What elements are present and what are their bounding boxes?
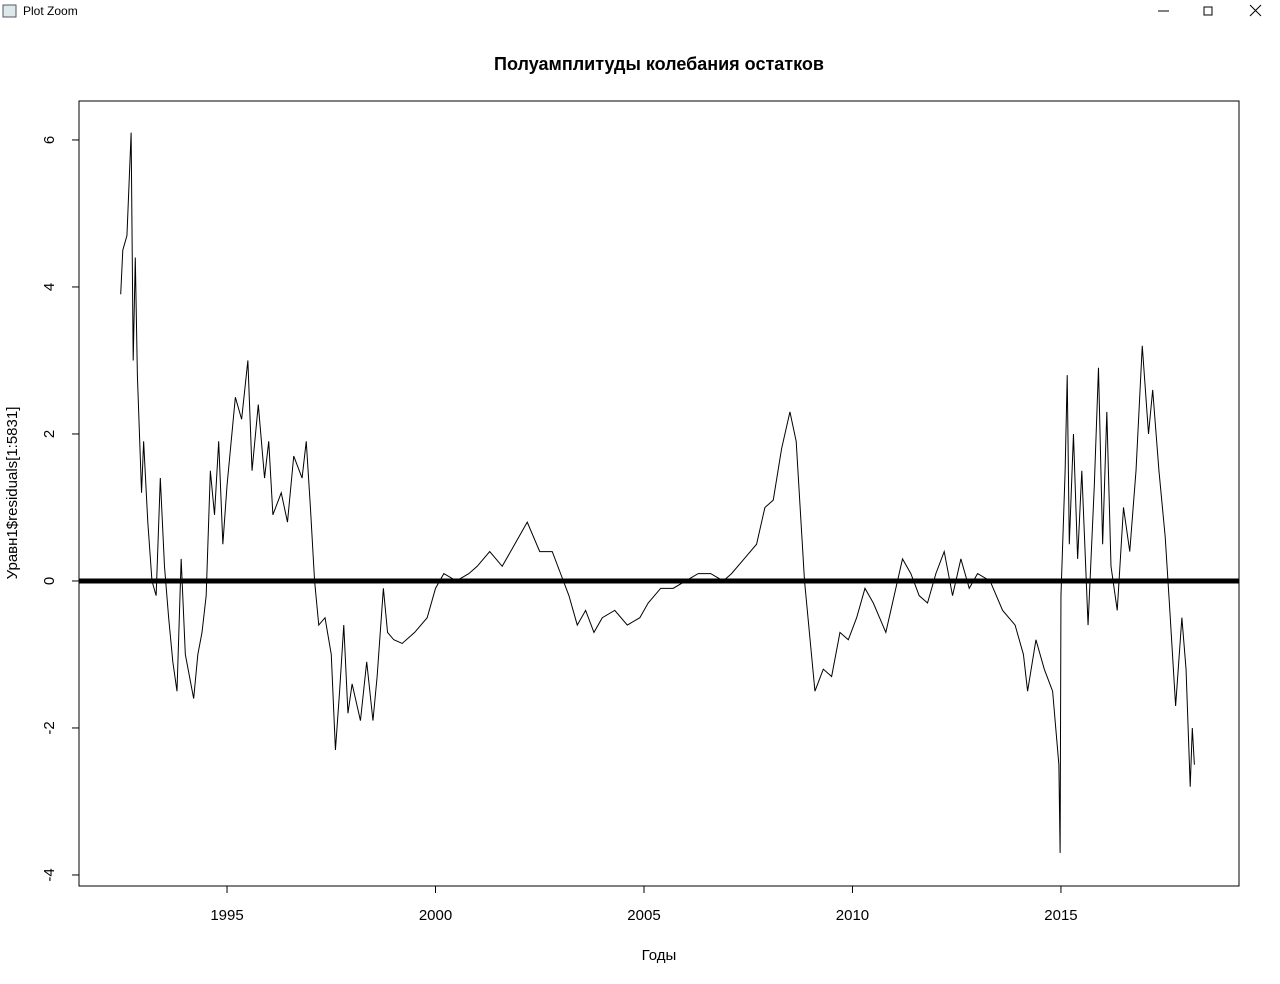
maximize-button[interactable]: [1203, 6, 1213, 16]
x-tick-label: 1995: [210, 907, 243, 924]
y-tick-label: 6: [41, 136, 58, 144]
x-tick-label: 2015: [1044, 907, 1077, 924]
x-tick-label: 2010: [836, 907, 869, 924]
y-tick-label: -4: [41, 868, 58, 881]
window-title: Plot Zoom: [23, 4, 78, 18]
y-tick-label: 2: [41, 430, 58, 438]
y-axis-label: Уравн1$residuals[1:5831]: [4, 407, 21, 580]
series-line: [120, 132, 1195, 853]
y-tick-label: -2: [41, 721, 58, 734]
x-tick-label: 2000: [419, 907, 452, 924]
y-tick-label: 4: [41, 283, 58, 291]
x-tick-label: 2005: [627, 907, 660, 924]
title-bar: Plot Zoom: [0, 0, 1280, 24]
y-tick-label: 0: [41, 577, 58, 585]
chart-title: Полуамплитуды колебания остатков: [494, 54, 824, 74]
plot-frame: [78, 100, 1240, 887]
x-axis-label: Годы: [642, 947, 677, 964]
app-icon: [2, 4, 17, 18]
window-chrome: [2, 4, 1262, 18]
close-button[interactable]: [1249, 4, 1262, 17]
